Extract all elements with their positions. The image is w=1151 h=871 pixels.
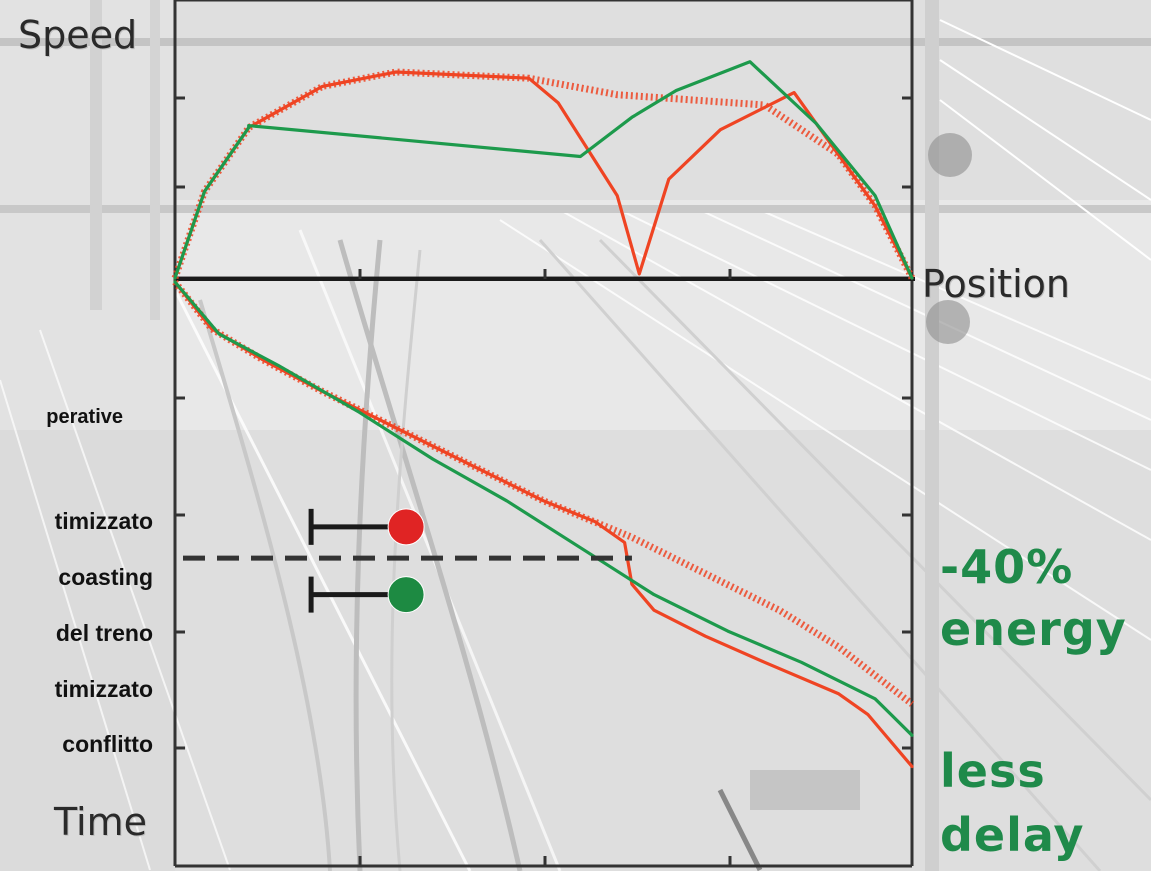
red-signal-icon [308,508,425,546]
cut-label-4: del treno [55,620,153,646]
axis-ticks [175,96,912,866]
cut-label-5: timizzato [54,676,153,702]
green-signal-icon [308,576,425,614]
time-series-red-solid-1 [173,280,914,769]
speed-axis-label: Speed [18,13,138,57]
time-series-red-hatched-0 [172,279,915,707]
speed-series-green-solid-2 [173,60,914,280]
position-axis-label: Position [922,262,1070,306]
energy-percent-label: -40% [940,540,1074,594]
time-axis-label: Time [54,800,147,844]
cut-label-1: perative [46,406,123,428]
cut-label-3: coasting [58,564,153,590]
speed-chart-series [171,60,916,280]
time-series-green-solid-2 [173,280,914,737]
speed-series-red-hatched-1 [171,68,916,280]
delay-label: delay [940,808,1085,862]
energy-label: energy [940,602,1127,656]
time-chart-series [172,279,915,769]
less-label: less [940,744,1046,798]
cut-label-2: timizzato [54,508,153,534]
cut-label-6: conflitto [62,731,153,757]
